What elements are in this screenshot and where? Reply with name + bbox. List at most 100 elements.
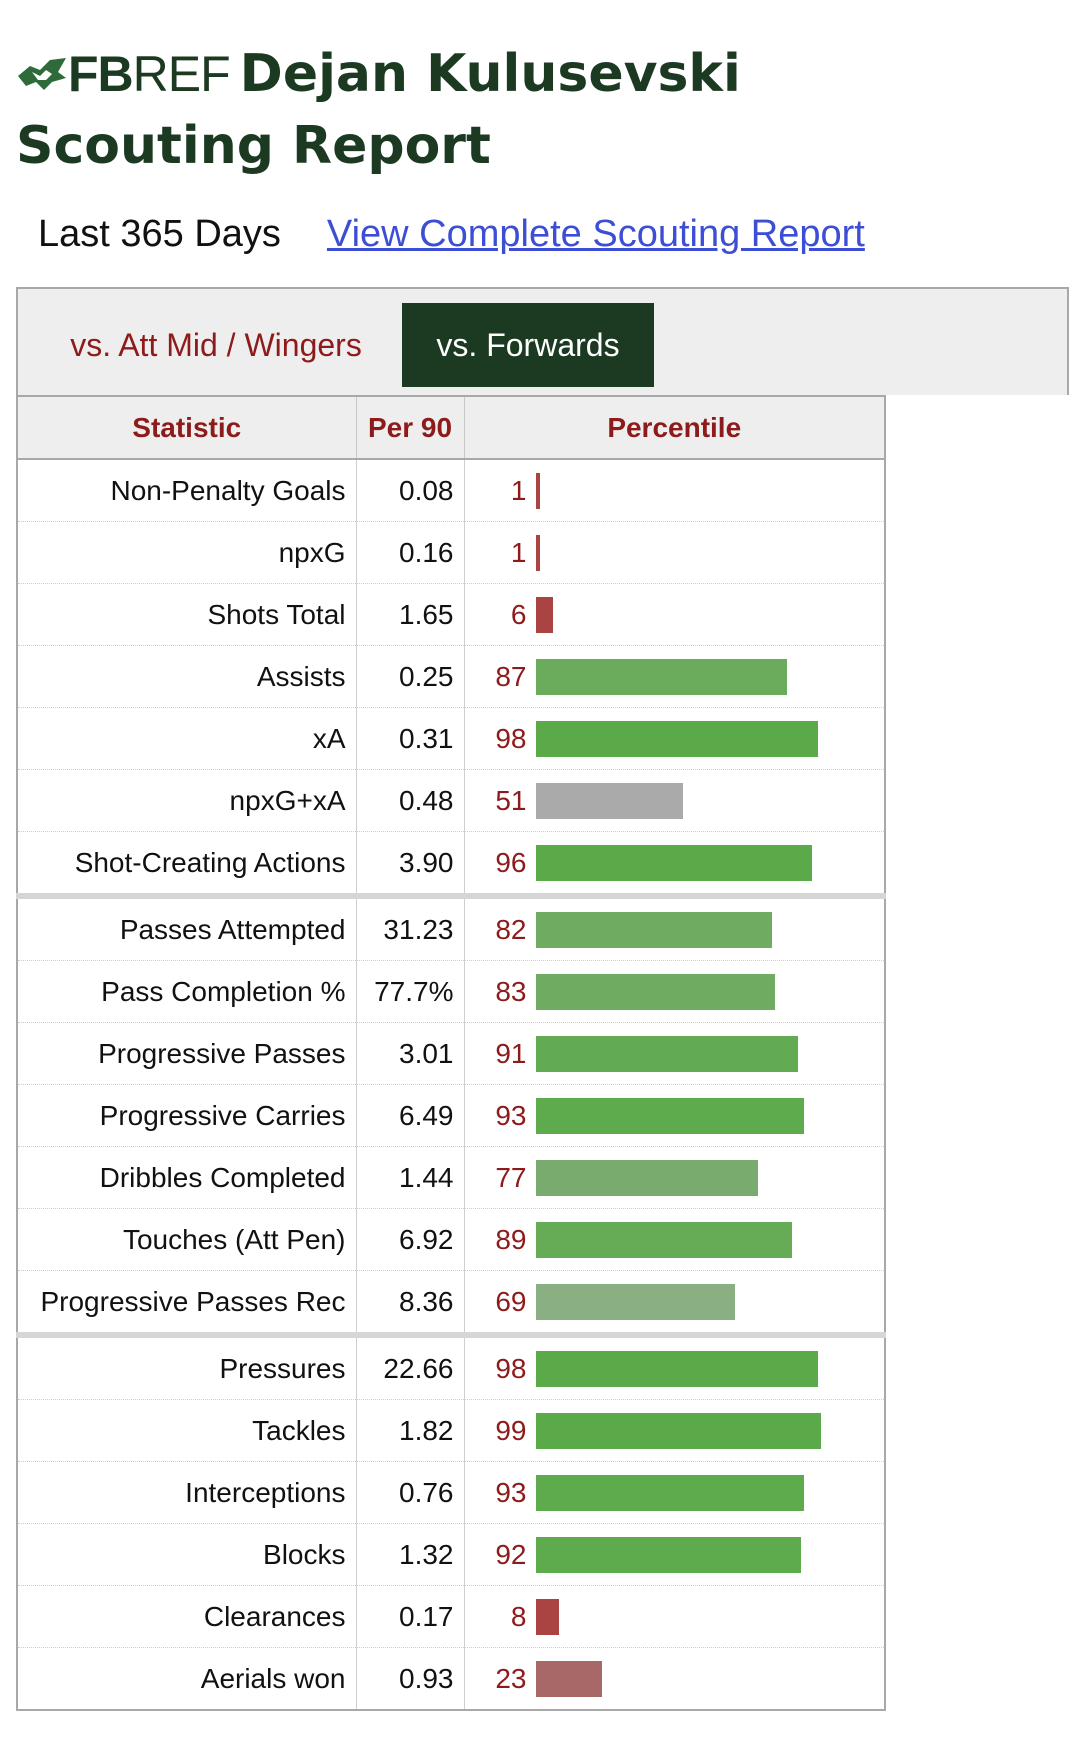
percentile-bar: [535, 844, 812, 881]
table-header-row: Statistic Per 90 Percentile: [17, 396, 886, 460]
percentile-bar: [535, 596, 553, 633]
stat-name: Interceptions: [17, 1461, 357, 1524]
per90-value: 1.44: [356, 1146, 465, 1209]
percentile-cell: 91: [464, 1022, 885, 1085]
tab-att-mid-wingers[interactable]: vs. Att Mid / Wingers: [70, 326, 362, 363]
table-row: Progressive Carries 6.49 93: [17, 1084, 885, 1147]
table-row: xA 0.31 98: [17, 707, 885, 770]
percentile-wrap: 93: [465, 1462, 885, 1523]
stat-name: npxG+xA: [17, 769, 357, 832]
percentile-cell: 1: [464, 521, 885, 584]
per90-value: 1.65: [356, 583, 465, 646]
percentile-value: 91: [495, 1037, 527, 1069]
percentile-bar: [535, 1474, 804, 1511]
percentile-bar: [535, 1598, 559, 1635]
percentile-cell: 8: [464, 1585, 885, 1648]
page-header: FBREF Dejan Kulusevski Scouting Report: [16, 38, 1056, 182]
percentile-value: 1: [510, 536, 527, 568]
stat-name: Assists: [17, 645, 357, 708]
percentile-value: 23: [495, 1662, 527, 1694]
stat-name: xA: [17, 707, 357, 770]
percentile-bar: [535, 1660, 602, 1697]
table-row: Blocks 1.32 92: [17, 1523, 885, 1586]
percentile-wrap: 96: [465, 832, 885, 893]
percentile-cell: 23: [464, 1648, 885, 1711]
table-row: Progressive Passes 3.01 91: [17, 1022, 885, 1085]
stat-name: Blocks: [17, 1523, 357, 1586]
percentile-cell: 92: [464, 1523, 885, 1586]
fbref-logo[interactable]: FBREF: [16, 38, 231, 110]
percentile-value: 83: [495, 975, 527, 1007]
percentile-bar: [535, 720, 818, 757]
stat-name: Shots Total: [17, 583, 357, 646]
percentile-value: 69: [495, 1285, 527, 1317]
per90-value: 6.92: [356, 1208, 465, 1271]
percentile-value: 51: [495, 784, 527, 816]
stat-name: Aerials won: [17, 1647, 357, 1710]
per90-value: 3.90: [356, 831, 465, 897]
column-header-statistic[interactable]: Statistic: [17, 396, 357, 460]
stat-name: Touches (Att Pen): [17, 1208, 357, 1271]
percentile-wrap: 83: [465, 961, 885, 1022]
percentile-bar: [535, 1536, 801, 1573]
percentile-value: 93: [495, 1476, 527, 1508]
view-complete-report-link[interactable]: View Complete Scouting Report: [326, 212, 865, 255]
percentile-value: 87: [495, 660, 527, 692]
percentile-value: 82: [495, 913, 527, 945]
percentile-bar: [535, 1159, 758, 1196]
table-row: Shots Total 1.65 6: [17, 583, 885, 646]
percentile-wrap: 87: [465, 646, 885, 707]
stat-name: Dribbles Completed: [17, 1146, 357, 1209]
table-row: Aerials won 0.93 23: [17, 1647, 885, 1711]
percentile-value: 93: [495, 1099, 527, 1131]
logo-text-light: REF: [132, 46, 231, 102]
percentile-bar: [535, 973, 775, 1010]
percentile-cell: 99: [464, 1399, 885, 1462]
percentile-wrap: 8: [465, 1586, 885, 1647]
percentile-cell: 96: [464, 831, 885, 897]
table-row: npxG+xA 0.48 51: [17, 769, 885, 832]
percentile-bar: [535, 1097, 804, 1134]
percentile-cell: 82: [464, 893, 885, 961]
table-row: npxG 0.16 1: [17, 521, 885, 584]
per90-value: 8.36: [356, 1270, 465, 1336]
stat-name: Progressive Carries: [17, 1084, 357, 1147]
stat-name: npxG: [17, 521, 357, 584]
column-header-percentile[interactable]: Percentile: [464, 396, 886, 460]
percentile-bar: [535, 911, 772, 948]
percentile-bar: [535, 472, 540, 509]
percentile-wrap: 69: [465, 1271, 885, 1332]
stat-name: Pressures: [17, 1332, 357, 1400]
comparison-tabs: vs. Att Mid / Wingers vs. Forwards: [16, 287, 1069, 395]
table-row: Interceptions 0.76 93: [17, 1461, 885, 1524]
per90-value: 0.17: [356, 1585, 465, 1648]
per90-value: 0.48: [356, 769, 465, 832]
per90-value: 22.66: [356, 1332, 465, 1400]
stat-name: Clearances: [17, 1585, 357, 1648]
percentile-cell: 69: [464, 1270, 885, 1336]
column-header-per90[interactable]: Per 90: [356, 396, 465, 460]
percentile-bar: [535, 658, 787, 695]
title-line-1: FBREF Dejan Kulusevski: [16, 38, 1056, 110]
table-row: Dribbles Completed 1.44 77: [17, 1146, 885, 1209]
table-body: Non-Penalty Goals 0.08 1 npxG 0.16 1 Shots Tot…: [17, 459, 885, 1710]
percentile-wrap: 23: [465, 1648, 885, 1709]
tab-forwards[interactable]: vs. Forwards: [402, 303, 654, 387]
percentile-wrap: 92: [465, 1524, 885, 1585]
percentile-wrap: 93: [465, 1085, 885, 1146]
player-name: Dejan Kulusevski: [239, 44, 741, 104]
table-row: Non-Penalty Goals 0.08 1: [17, 459, 885, 522]
report-title: Scouting Report: [16, 116, 491, 176]
percentile-wrap: 99: [465, 1400, 885, 1461]
table-row: Shot-Creating Actions 3.90 96: [17, 831, 885, 897]
percentile-value: 96: [495, 846, 527, 878]
fbref-leaf-icon: [18, 58, 66, 90]
table-row: Progressive Passes Rec 8.36 69: [17, 1270, 885, 1336]
percentile-cell: 77: [464, 1146, 885, 1209]
per90-value: 0.25: [356, 645, 465, 708]
percentile-cell: 98: [464, 1332, 885, 1400]
stat-name: Shot-Creating Actions: [17, 831, 357, 897]
percentile-wrap: 1: [465, 522, 885, 583]
percentile-cell: 89: [464, 1208, 885, 1271]
per90-value: 0.16: [356, 521, 465, 584]
